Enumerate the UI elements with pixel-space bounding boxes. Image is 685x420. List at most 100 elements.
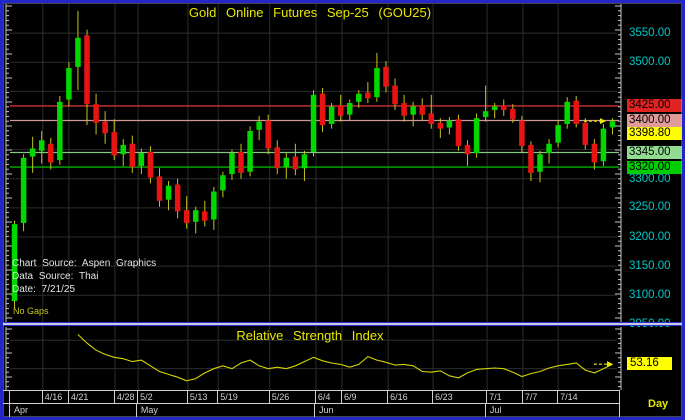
candle — [528, 141, 534, 182]
date-tick-label: 6/9 — [344, 392, 357, 402]
date-tick — [114, 391, 115, 403]
panel-separator[interactable] — [0, 322, 685, 326]
candle — [319, 87, 326, 133]
candle — [256, 115, 262, 141]
date-tick — [341, 391, 343, 403]
candle — [120, 139, 126, 166]
rsi-right-ruler — [615, 327, 622, 390]
candle — [11, 220, 18, 309]
rsi-title: Relative Strength Index — [236, 328, 384, 343]
candle — [337, 94, 344, 122]
price-chart-canvas[interactable] — [0, 0, 685, 322]
right-price-ruler — [615, 4, 622, 322]
candle — [301, 150, 308, 182]
price-tick-label: 3320.00 — [627, 160, 683, 174]
candle — [102, 111, 108, 144]
candle — [38, 130, 45, 164]
candles-layer — [11, 10, 616, 309]
date-tick-label: 7/1 — [489, 392, 502, 402]
price-tick-label: 3100.00 — [629, 288, 671, 301]
candle — [383, 61, 389, 93]
candle — [501, 99, 507, 116]
date-tick-label: 4/16 — [44, 392, 63, 402]
month-tick — [314, 404, 316, 417]
date-tick — [387, 391, 389, 403]
chart-title: Gold Online Futures Sep-25 (GOU25) — [188, 5, 432, 20]
candle — [238, 143, 244, 179]
date-tick-label: 5/2 — [140, 392, 153, 402]
candle — [356, 90, 362, 108]
date-tick-label: 5/26 — [271, 392, 290, 402]
candle — [84, 29, 90, 126]
candle — [20, 154, 27, 232]
candle — [220, 171, 226, 198]
left-price-ruler — [5, 4, 12, 322]
interval-label: Day — [648, 398, 669, 410]
candle — [229, 149, 235, 180]
grid-layer — [10, 4, 617, 322]
date-text: Date: 7/21/25 — [12, 284, 76, 295]
candle — [165, 181, 172, 211]
date-tick-label: 7/7 — [524, 392, 538, 402]
candle — [57, 96, 63, 165]
price-tick-label: 3250.00 — [629, 201, 671, 214]
date-tick-label: 6/23 — [435, 392, 453, 402]
candle — [401, 94, 407, 122]
data-source-text: Data Source: Thai — [12, 271, 99, 282]
candle — [491, 103, 498, 119]
candle — [537, 150, 543, 183]
axis-edge-tick — [9, 391, 10, 403]
candle — [48, 137, 54, 170]
candle — [519, 115, 525, 152]
candle — [265, 114, 271, 155]
candle — [546, 139, 552, 164]
candle — [582, 118, 589, 150]
last-price-arrow — [584, 118, 606, 125]
candle — [392, 78, 398, 110]
rsi-chart-canvas[interactable] — [0, 326, 685, 390]
candle — [202, 200, 208, 227]
candle — [564, 97, 570, 129]
candle — [455, 114, 462, 151]
month-tick — [9, 404, 10, 417]
candle — [510, 104, 516, 123]
chart-source-text: Chart Source: Aspen Graphics — [12, 258, 157, 269]
date-tick-label: 7/14 — [560, 392, 578, 402]
candle — [365, 82, 371, 104]
candle — [192, 206, 199, 234]
candle — [274, 140, 281, 175]
date-tick — [557, 391, 559, 403]
date-tick — [486, 391, 488, 403]
rsi-line — [77, 334, 613, 382]
candle — [183, 196, 190, 229]
candle — [111, 119, 117, 161]
month-tick-label: Jul — [489, 405, 502, 415]
price-tick-label: 3400.00 — [627, 114, 683, 127]
candle — [283, 153, 290, 179]
candle — [410, 101, 416, 127]
date-tick-label: 5/13 — [189, 392, 208, 402]
candle — [138, 148, 145, 175]
price-tick-label: 3398.80 — [627, 126, 683, 140]
candle — [555, 120, 561, 148]
price-tick-label: 3500.00 — [629, 55, 671, 68]
rsi-grid-layer — [10, 326, 617, 390]
candle — [29, 136, 36, 173]
candle — [591, 139, 598, 170]
candle — [428, 94, 435, 129]
month-tick-label: Apr — [14, 405, 29, 415]
rsi-last-value-arrow — [594, 361, 613, 368]
month-tick — [135, 404, 137, 417]
candle — [75, 10, 81, 91]
candle — [328, 103, 335, 129]
rsi-value-badge: 53.16 — [627, 357, 672, 370]
candle — [66, 62, 72, 107]
date-tick-label: 6/4 — [317, 392, 331, 402]
axis-edge-tick — [619, 404, 620, 417]
candle — [573, 96, 579, 128]
candle — [93, 93, 99, 135]
date-tick-label: 6/16 — [390, 392, 408, 402]
month-tick — [484, 404, 486, 417]
